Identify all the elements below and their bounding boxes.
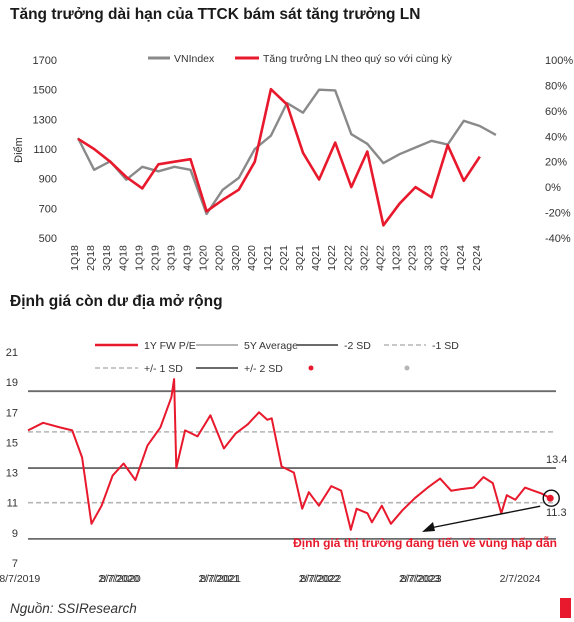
legend-label-growth: Tăng trưởng LN theo quý so với cùng kỳ bbox=[263, 53, 453, 65]
x-tick-label-2Q20: 2Q20 bbox=[214, 245, 226, 271]
x-tick-label-2Q22: 2Q22 bbox=[342, 245, 354, 271]
legend-label-minus2sd: -2 SD bbox=[344, 340, 371, 352]
x-tick-label-1Q22: 1Q22 bbox=[326, 245, 338, 271]
legend-marker-grey bbox=[404, 365, 410, 371]
pe-x-tick-label-5: 2/7/2022 bbox=[299, 573, 340, 585]
x-tick-label-2Q24: 2Q24 bbox=[471, 245, 483, 271]
x-tick-label-4Q19: 4Q19 bbox=[182, 245, 194, 271]
y2-tick-label-3: 20% bbox=[545, 157, 567, 169]
pe-y-tick-label-19: 19 bbox=[6, 377, 18, 389]
pe-x-tick-label-0: 8/7/2019 bbox=[0, 573, 40, 585]
pe-x-tick-label-3: 2/7/2021 bbox=[198, 573, 239, 585]
x-tick-label-2Q18: 2Q18 bbox=[85, 245, 97, 271]
x-tick-label-2Q19: 2Q19 bbox=[149, 245, 161, 271]
pe-x-tick-label-1: 2/7/2020 bbox=[98, 573, 139, 585]
x-tick-label-3Q23: 3Q23 bbox=[423, 245, 435, 271]
annotation-text: Định giá thị trường đang tiến về vùng hấ… bbox=[293, 535, 557, 550]
pe-x-tick-label-4: 8/7/2021 bbox=[200, 573, 241, 585]
x-tick-label-3Q19: 3Q19 bbox=[165, 245, 177, 271]
series-line-profit-growth bbox=[77, 87, 481, 227]
legend-label-avg: 5Y Average bbox=[244, 340, 298, 352]
pe-y-tick-label-17: 17 bbox=[6, 407, 18, 419]
y-tick-label-700: 700 bbox=[39, 203, 57, 215]
bottom-chart-title: Định giá còn dư địa mở rộng bbox=[10, 293, 223, 310]
legend-label-2sd: +/- 2 SD bbox=[244, 363, 283, 375]
pe-x-tick-label-9: 2/7/2024 bbox=[500, 573, 541, 585]
pe-y-tick-label-21: 21 bbox=[6, 347, 18, 359]
x-tick-label-1Q19: 1Q19 bbox=[133, 245, 145, 271]
legend-label-minus1sd: -1 SD bbox=[432, 340, 459, 352]
x-tick-label-1Q21: 1Q21 bbox=[262, 245, 274, 271]
x-tick-label-1Q24: 1Q24 bbox=[455, 245, 467, 271]
x-tick-label-1Q23: 1Q23 bbox=[390, 245, 402, 271]
current-value-label: 11.3 bbox=[546, 507, 567, 519]
pe-y-tick-label-15: 15 bbox=[6, 437, 18, 449]
x-tick-label-1Q18: 1Q18 bbox=[69, 245, 81, 271]
x-tick-label-4Q20: 4Q20 bbox=[246, 245, 258, 271]
top-chart-title: Tăng trưởng dài hạn của TTCK bám sát tăn… bbox=[10, 6, 421, 23]
y-tick-label-1700: 1700 bbox=[33, 55, 57, 67]
x-tick-label-3Q18: 3Q18 bbox=[101, 245, 113, 271]
source-note: Nguồn: SSIResearch bbox=[10, 601, 137, 616]
x-tick-label-3Q21: 3Q21 bbox=[294, 245, 306, 271]
brand-mark bbox=[560, 598, 571, 618]
x-tick-label-1Q20: 1Q20 bbox=[198, 245, 210, 271]
y-tick-label-1500: 1500 bbox=[33, 85, 57, 97]
y2-tick-label-7: 100% bbox=[545, 55, 573, 67]
y-tick-label-1300: 1300 bbox=[33, 114, 57, 126]
x-tick-label-3Q22: 3Q22 bbox=[358, 245, 370, 271]
legend-label-1sd: +/- 1 SD bbox=[144, 363, 183, 375]
x-tick-label-4Q18: 4Q18 bbox=[117, 245, 129, 271]
pe-y-tick-label-13: 13 bbox=[6, 468, 18, 480]
legend-marker-current-pe bbox=[308, 365, 314, 371]
legend-label-vnindex: VNIndex bbox=[174, 53, 215, 65]
x-tick-label-4Q22: 4Q22 bbox=[374, 245, 386, 271]
y2-tick-label-2: 0% bbox=[545, 182, 561, 194]
y2-tick-label-4: 40% bbox=[545, 131, 567, 143]
y2-tick-label-0: -40% bbox=[545, 233, 571, 245]
pe-series-line bbox=[27, 378, 551, 531]
x-tick-label-2Q23: 2Q23 bbox=[407, 245, 419, 271]
pe-y-tick-label-11: 11 bbox=[7, 498, 18, 510]
y-tick-label-1100: 1100 bbox=[33, 144, 57, 156]
pe-y-tick-label-9: 9 bbox=[12, 528, 18, 540]
legend-label-pe: 1Y FW P/E bbox=[144, 340, 196, 352]
x-tick-label-4Q21: 4Q21 bbox=[310, 245, 322, 271]
y2-tick-label-1: -20% bbox=[545, 208, 571, 220]
pe-x-tick-label-8: 8/7/2023 bbox=[401, 573, 442, 585]
pe-x-tick-label-6: 8/7/2022 bbox=[300, 573, 341, 585]
y-tick-label-500: 500 bbox=[39, 233, 57, 245]
upper-value-label: 13.4 bbox=[546, 454, 567, 466]
x-tick-label-3Q20: 3Q20 bbox=[230, 245, 242, 271]
pe-current-highlight bbox=[542, 489, 560, 507]
y2-tick-label-5: 60% bbox=[545, 106, 567, 118]
pe-y-tick-label-7: 7 bbox=[12, 558, 18, 570]
annotation-arrow-line bbox=[429, 505, 541, 529]
pe-x-tick-label-7: 2/7/2023 bbox=[399, 573, 440, 585]
y2-tick-label-6: 80% bbox=[545, 80, 567, 92]
pe-x-tick-label-2: 8/7/2020 bbox=[100, 573, 141, 585]
x-tick-label-2Q21: 2Q21 bbox=[278, 245, 290, 271]
y-tick-label-900: 900 bbox=[39, 174, 57, 186]
pe-current-point bbox=[546, 494, 554, 502]
annotation-arrow-head bbox=[422, 522, 435, 532]
y-axis-label: Điểm bbox=[13, 137, 25, 163]
x-tick-label-4Q23: 4Q23 bbox=[439, 245, 451, 271]
